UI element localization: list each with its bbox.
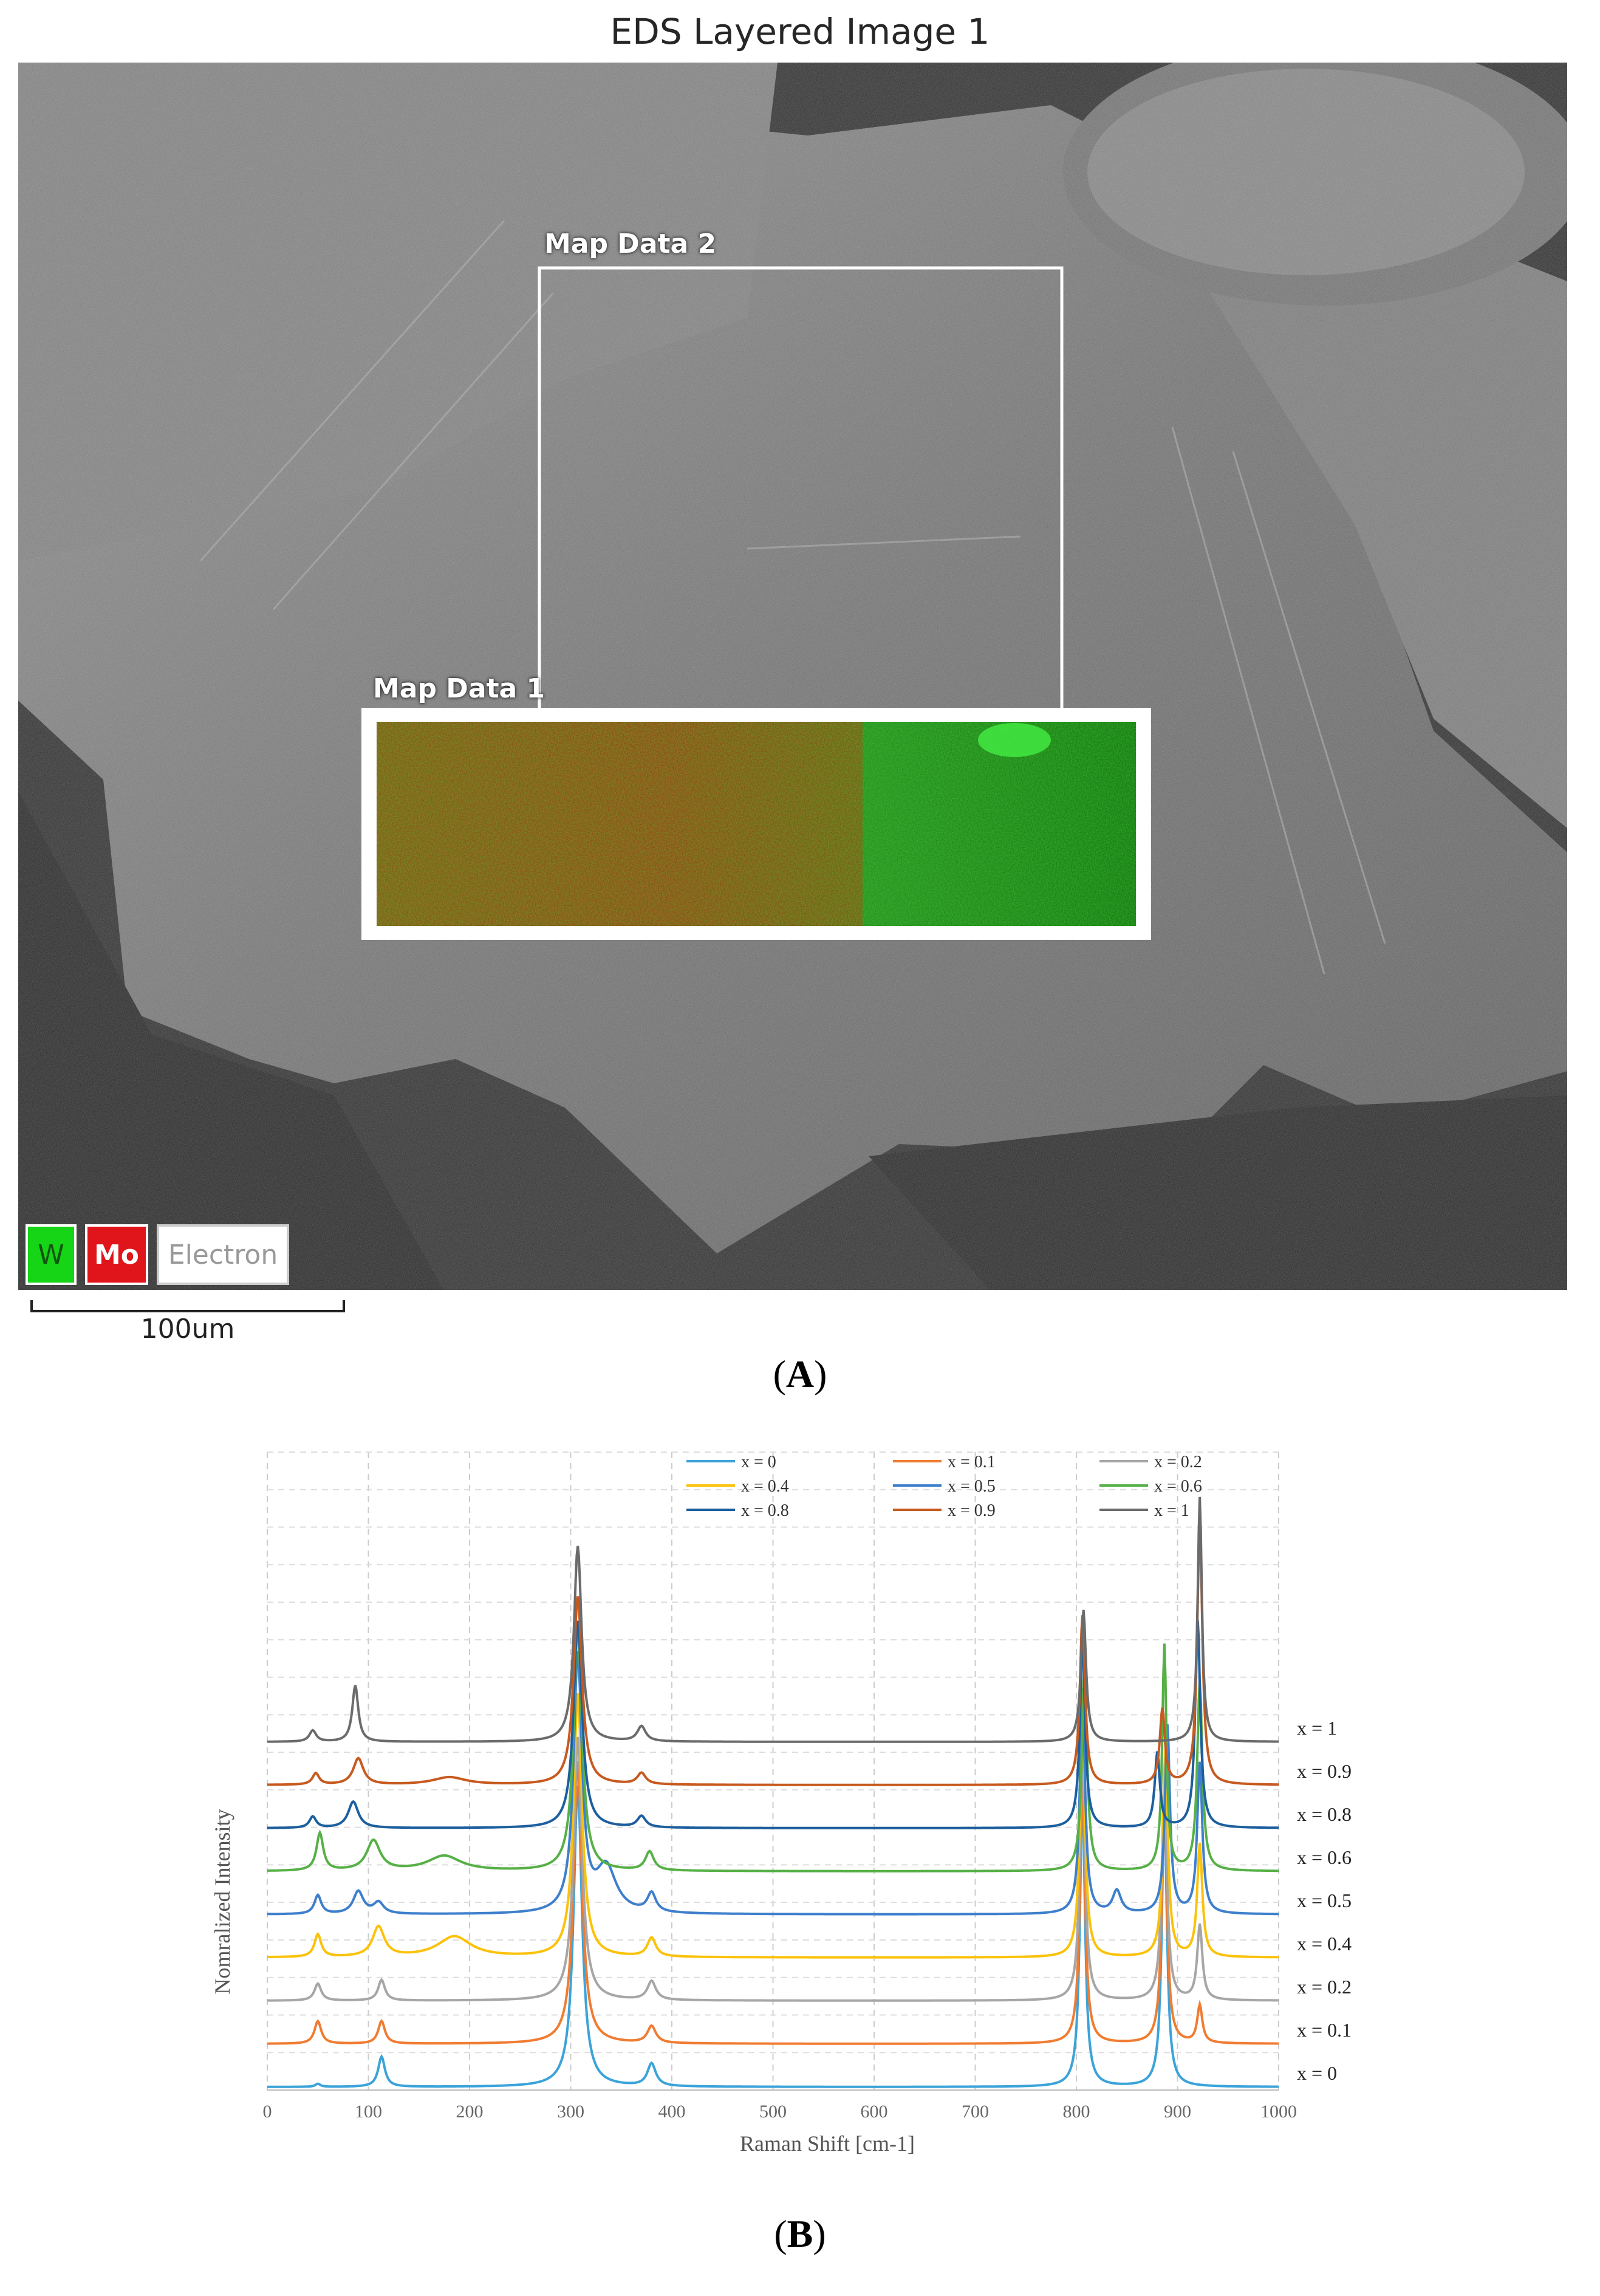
- legend-entry-5: x = 0.6: [1154, 1477, 1202, 1496]
- series-right-label-5: x = 0.6: [1297, 1846, 1352, 1868]
- legend-entry-0: x = 0: [741, 1453, 776, 1472]
- legend-entry-7: x = 0.9: [948, 1501, 996, 1520]
- element-legend: W Mo Electron: [26, 1224, 289, 1285]
- map-data-1-label: Map Data 1: [373, 673, 545, 704]
- chart-grid: [267, 1451, 1279, 2091]
- x-tick-4: 400: [658, 2102, 686, 2122]
- y-axis-label: Nomralized Intensity: [210, 1809, 234, 1995]
- x-tick-0: 0: [263, 2102, 272, 2122]
- map-data-2-label: Map Data 2: [544, 228, 717, 259]
- series-right-label-1: x = 0.1: [1297, 2019, 1352, 2041]
- series-line-0: [267, 1785, 1279, 2088]
- x-tick-6: 600: [861, 2102, 888, 2122]
- x-tick-8: 800: [1063, 2102, 1090, 2122]
- series-line-8: [267, 1496, 1279, 1743]
- series-line-7: [267, 1520, 1279, 1786]
- series-line-4: [267, 1651, 1279, 1916]
- legend-entry-1: x = 0.1: [948, 1453, 996, 1472]
- series-right-label-2: x = 0.2: [1297, 1976, 1352, 1998]
- chart-series: [267, 1496, 1279, 2088]
- legend-entry-3: x = 0.4: [741, 1477, 789, 1496]
- series-right-labels: x = 0 x = 0.1 x = 0.2 x = 0.4 x = 0.5 x = 0.6…: [1297, 1717, 1352, 2084]
- legend-w-chip: W: [26, 1224, 77, 1285]
- series-line-5: [267, 1625, 1279, 1873]
- scale-bar: [30, 1300, 345, 1312]
- x-tick-9: 900: [1164, 2102, 1191, 2122]
- legend-entry-4: x = 0.5: [948, 1477, 996, 1496]
- series-right-label-6: x = 0.8: [1297, 1803, 1352, 1825]
- series-right-label-4: x = 0.5: [1297, 1890, 1352, 1911]
- series-right-label-3: x = 0.4: [1297, 1933, 1352, 1955]
- x-tick-7: 700: [962, 2102, 989, 2122]
- series-line-3: [267, 1693, 1279, 1959]
- scale-bar-label: 100um: [140, 1314, 235, 1345]
- panel-a-letter: A: [785, 1352, 815, 1396]
- x-tick-labels: 0 100 200 300 400 500 600 700 800 900 1000: [263, 2102, 1297, 2122]
- x-tick-2: 200: [456, 2102, 484, 2122]
- series-line-2: [267, 1736, 1279, 2002]
- series-line-1: [267, 1761, 1279, 2045]
- eds-image-title: EDS Layered Image 1: [610, 11, 990, 52]
- series-right-label-0: x = 0: [1297, 2062, 1337, 2084]
- legend-electron-chip: Electron: [157, 1224, 289, 1285]
- series-line-6: [267, 1620, 1279, 1829]
- panel-b-letter: B: [787, 2212, 813, 2255]
- sem-eds-micrograph: [18, 63, 1567, 1290]
- series-right-label-8: x = 1: [1297, 1717, 1337, 1739]
- x-tick-1: 100: [355, 2102, 382, 2122]
- legend-mo-chip: Mo: [85, 1224, 148, 1285]
- legend-entry-6: x = 0.8: [741, 1501, 789, 1520]
- x-tick-5: 500: [759, 2102, 787, 2122]
- x-axis-label: Raman Shift [cm-1]: [740, 2131, 915, 2156]
- series-right-label-7: x = 0.9: [1297, 1760, 1352, 1782]
- legend-entry-2: x = 0.2: [1154, 1453, 1202, 1472]
- panel-b-caption: (B): [774, 2212, 826, 2255]
- panel-a-caption: (A): [773, 1352, 827, 1396]
- x-tick-3: 300: [557, 2102, 584, 2122]
- chart-legend: x = 0 x = 0.1 x = 0.2 x = 0.4 x = 0.5 x = 0.6…: [686, 1453, 1202, 1520]
- legend-entry-8: x = 1: [1154, 1501, 1189, 1520]
- x-tick-10: 1000: [1260, 2102, 1297, 2122]
